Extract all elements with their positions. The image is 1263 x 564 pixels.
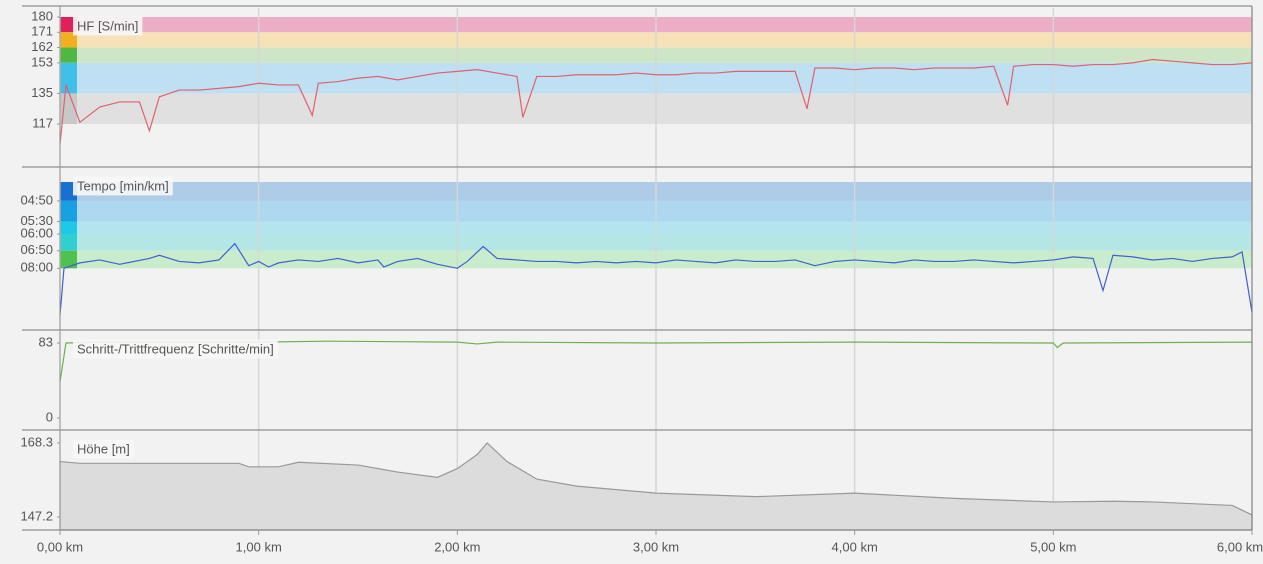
- y-tick-label: 171: [31, 24, 53, 39]
- line: [59, 58, 1253, 145]
- x-tick-label: 5,00 km: [1030, 539, 1076, 554]
- y-tick-label: 117: [32, 115, 53, 130]
- y-tick-label: 135: [31, 85, 53, 100]
- panel-title-background: [73, 339, 278, 359]
- x-tick-label: 3,00 km: [633, 539, 679, 554]
- zone-marker: [60, 62, 77, 94]
- line: [59, 242, 1253, 316]
- zone-marker: [60, 17, 77, 33]
- panel-title-background: [73, 439, 134, 459]
- y-tick-label: 05:30: [20, 213, 53, 228]
- zone-marker: [60, 32, 77, 48]
- y-tick-label: 08:00: [20, 260, 53, 275]
- y-tick-label: 180: [31, 8, 53, 23]
- panel-title-background: [73, 176, 173, 196]
- x-tick-label: 0,00 km: [37, 539, 83, 554]
- zone-marker: [60, 221, 77, 235]
- zone-marker: [60, 250, 77, 269]
- y-tick-label: 168.3: [20, 434, 53, 449]
- y-tick-label: 83: [39, 334, 53, 349]
- panel-title-background: [73, 16, 143, 36]
- y-tick-label: 04:50: [20, 192, 53, 207]
- zone-marker: [60, 47, 77, 63]
- zone-marker: [60, 182, 77, 201]
- y-tick-label: 06:00: [20, 225, 53, 240]
- y-tick-label: 06:50: [20, 242, 53, 257]
- x-tick-label: 2,00 km: [434, 539, 480, 554]
- zone-marker: [60, 200, 77, 222]
- x-tick-label: 6,00 km: [1217, 539, 1263, 554]
- panel-title: Höhe [m]: [77, 441, 130, 456]
- y-tick-label: 162: [31, 39, 53, 54]
- x-tick-label: 4,00 km: [832, 539, 878, 554]
- y-tick-label: 153: [31, 54, 53, 69]
- y-tick-label: 0: [46, 409, 53, 424]
- panel-title: Tempo [min/km]: [77, 178, 169, 193]
- area: [59, 442, 1253, 531]
- y-tick-label: 147.2: [20, 508, 53, 523]
- panel-title: HF [S/min]: [77, 18, 138, 33]
- x-tick-label: 1,00 km: [236, 539, 282, 554]
- zone-marker: [60, 234, 77, 251]
- panel-title: Schritt-/Trittfrequenz [Schritte/min]: [77, 341, 274, 356]
